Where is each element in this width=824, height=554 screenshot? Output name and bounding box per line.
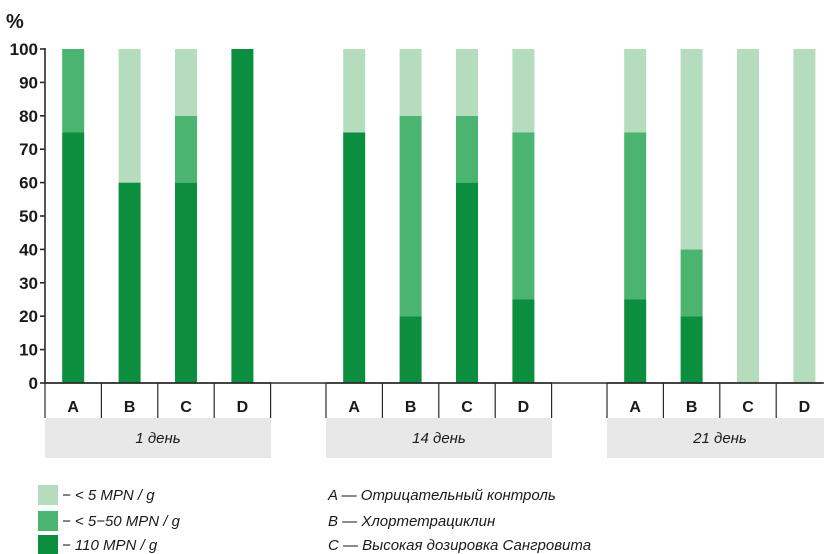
category-label: B xyxy=(405,399,417,416)
bar-segment xyxy=(624,49,647,133)
bar-segment xyxy=(680,49,703,250)
bar-segment xyxy=(624,132,647,300)
bar-segment xyxy=(399,115,422,317)
bar-segment xyxy=(512,299,535,383)
day-label: 14 день xyxy=(412,430,466,447)
bar-segment xyxy=(399,49,422,116)
bar-segment xyxy=(512,132,535,300)
bar-segment xyxy=(175,182,197,383)
bar-segment xyxy=(343,132,366,383)
category-label: B xyxy=(686,399,698,416)
legend-series-label: − < 5−50 MPN / g xyxy=(62,513,181,530)
category-label: A xyxy=(629,399,641,416)
bar-segment xyxy=(456,49,478,116)
y-tick-label: 80 xyxy=(19,107,38,126)
bar-segment xyxy=(62,132,85,383)
category-label: A xyxy=(348,399,360,416)
category-label: D xyxy=(237,399,249,416)
y-tick-label: 40 xyxy=(19,240,38,259)
y-tick-label: 20 xyxy=(19,307,38,326)
bar-segment xyxy=(512,49,535,133)
legend: − < 5 MPN / g − < 5−50 MPN / g − 110 MPN /… xyxy=(38,485,591,554)
bar-segment xyxy=(231,49,254,383)
category-label: B xyxy=(124,399,136,416)
bar-segment xyxy=(175,115,197,183)
bar-segment xyxy=(737,49,759,383)
y-tick-label: 0 xyxy=(29,374,38,393)
day-panels xyxy=(45,418,824,458)
legend-swatch xyxy=(38,485,58,505)
bars xyxy=(62,49,816,383)
bar-segment xyxy=(456,182,478,383)
bar-segment xyxy=(680,316,703,383)
y-tick-label: 30 xyxy=(19,274,38,293)
day-label: 21 день xyxy=(692,430,747,447)
day-label: 1 день xyxy=(135,430,180,447)
y-tick-label: 10 xyxy=(19,341,38,360)
legend-swatch xyxy=(38,535,58,554)
legend-swatch xyxy=(38,511,58,531)
category-label: A xyxy=(67,399,79,416)
y-axis: 0 10 20 30 40 50 60 70 80 90 100 xyxy=(10,40,46,393)
bar-segment xyxy=(118,182,141,383)
legend-series-label: − < 5 MPN / g xyxy=(62,487,155,504)
day-panel xyxy=(326,418,552,458)
bar-segment xyxy=(399,316,422,383)
y-tick-label: 60 xyxy=(19,174,38,193)
legend-category-label: C — Высокая дозировка Сангровита xyxy=(328,537,591,554)
y-tick-label: 90 xyxy=(19,73,38,92)
day-panel xyxy=(45,418,271,458)
legend-series-label: − 110 MPN / g xyxy=(62,537,158,554)
bar-segment xyxy=(343,49,366,133)
category-label: C xyxy=(461,399,473,416)
y-tick-label: 70 xyxy=(19,140,38,159)
bar-segment xyxy=(175,49,197,116)
bar-segment xyxy=(456,115,478,183)
bar-segment xyxy=(680,249,703,317)
y-unit-label: % xyxy=(6,11,24,33)
category-label: C xyxy=(180,399,192,416)
legend-category-label: A — Отрицательный контроль xyxy=(327,487,556,504)
y-tick-label: 50 xyxy=(19,207,38,226)
category-label: C xyxy=(742,399,754,416)
legend-category-label: B — Хлортетрациклин xyxy=(328,513,495,530)
x-axis: A B C D A B C D A B C D 1 день 14 день 21 день xyxy=(44,382,824,447)
day-panel xyxy=(607,418,824,458)
bar-segment xyxy=(118,49,141,183)
category-label: D xyxy=(799,399,811,416)
category-label: D xyxy=(518,399,530,416)
bar-segment xyxy=(793,49,816,383)
bar-segment xyxy=(62,49,85,133)
bar-segment xyxy=(624,299,647,383)
y-tick-label: 100 xyxy=(10,40,38,59)
